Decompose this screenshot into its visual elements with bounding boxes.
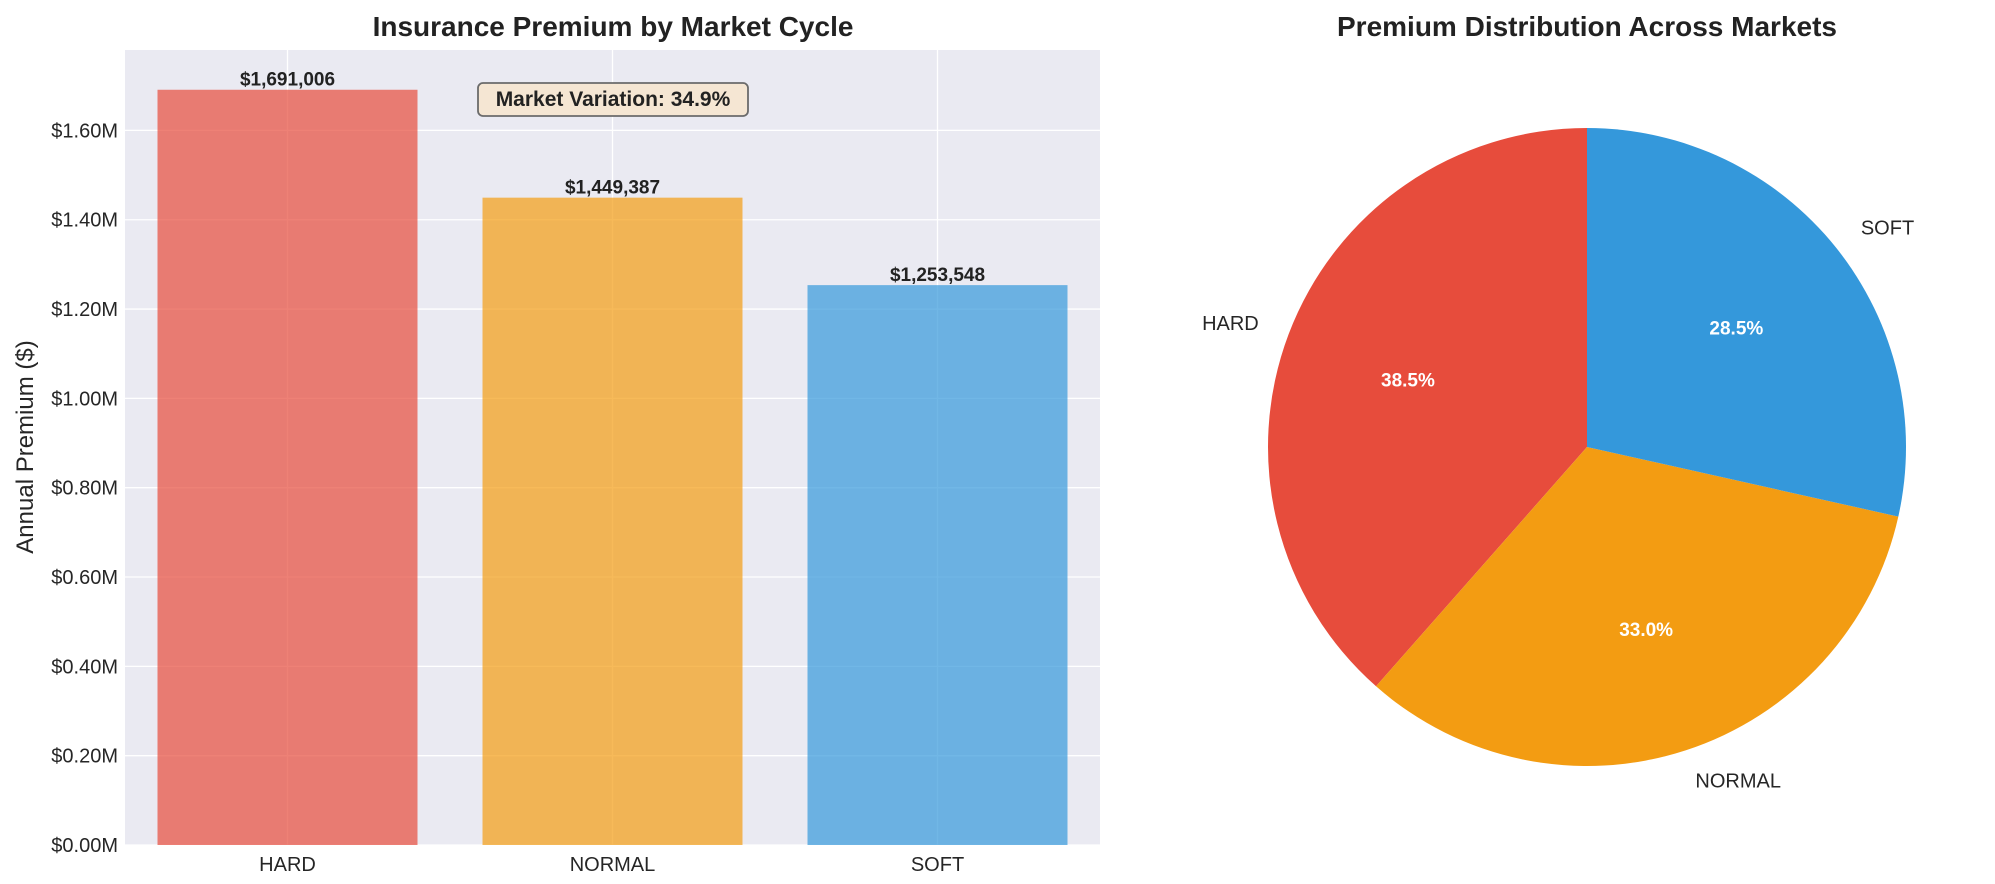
y-tick-label: $1.20M [51,299,118,321]
y-tick-label: $0.80M [51,478,118,500]
pie-category-label: NORMAL [1695,771,1781,793]
bar-hard [157,89,418,846]
x-tick-label: NORMAL [570,854,656,876]
annotation-box [477,82,749,117]
pie-percent-label: 38.5% [1381,370,1435,391]
bar-value-label: $1,449,387 [565,178,660,199]
bar-normal [482,197,743,845]
x-axis-ticks: HARD NORMAL SOFT [259,854,964,876]
x-tick-label: HARD [259,854,316,876]
bar-value-label: $1,691,006 [240,70,335,91]
y-tick-label: $1.40M [51,210,118,232]
pie-percent-label: 28.5% [1709,318,1763,339]
pie-slices [1268,128,1906,767]
pie-percent-labels: 38.5% 33.0% 28.5% [1381,318,1763,641]
bar-chart-title: Insurance Premium by Market Cycle [373,11,854,42]
y-axis-ticks: $0.00M $0.20M $0.40M $0.60M $0.80M $1.00M $1.2… [51,120,118,857]
pie-slice-soft [1587,128,1906,517]
pie-slice-hard [1268,128,1587,687]
pie-chart: Premium Distribution Across Markets HARD… [1202,11,1914,793]
x-tick-label: SOFT [911,854,964,876]
y-tick-label: $0.20M [51,746,118,768]
pie-labels: HARD NORMAL SOFT [1202,218,1914,793]
y-tick-label: $1.00M [51,388,118,410]
pie-chart-title: Premium Distribution Across Markets [1337,11,1837,42]
bar-value-labels: $1,691,006 $1,449,387 $1,253,548 [240,70,985,286]
bar-soft [807,285,1068,845]
y-tick-label: $0.00M [51,835,118,857]
market-variation-annotation: Market Variation: 34.9% [477,82,749,117]
y-axis-label: Annual Premium ($) [12,340,39,553]
pie-slice-normal [1376,447,1899,767]
annotation-text: Market Variation: 34.9% [496,88,731,111]
bars [157,89,1068,846]
y-tick-label: $0.60M [51,567,118,589]
y-tick-label: $0.40M [51,656,118,678]
y-tick-label: $1.60M [51,120,118,142]
pie-percent-label: 33.0% [1619,620,1673,641]
pie-category-label: SOFT [1861,218,1914,240]
bar-value-label: $1,253,548 [890,265,985,286]
pie-category-label: HARD [1202,313,1259,335]
bar-chart: $0.00M $0.20M $0.40M $0.60M $0.80M $1.00M $1.2… [12,11,1100,876]
